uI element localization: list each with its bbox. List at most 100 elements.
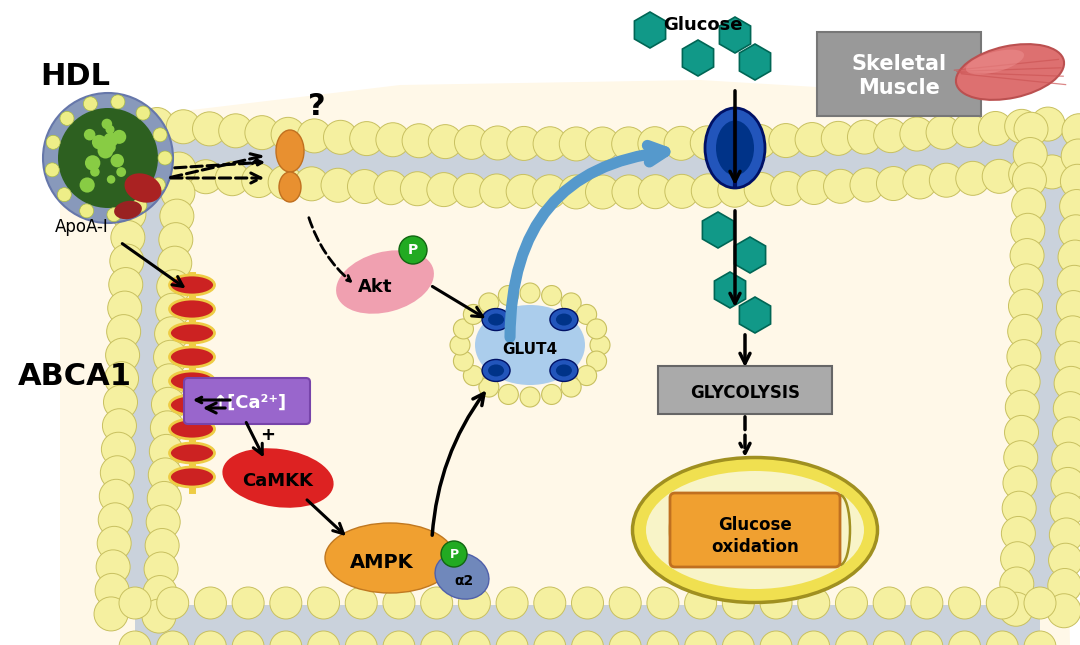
Circle shape [104, 141, 116, 154]
Circle shape [478, 377, 499, 397]
Circle shape [723, 631, 754, 645]
Circle shape [45, 163, 59, 177]
Circle shape [1011, 213, 1044, 247]
Text: Skeletal
Muscle: Skeletal Muscle [851, 54, 946, 99]
Circle shape [1024, 631, 1056, 645]
Circle shape [1000, 542, 1035, 576]
Circle shape [718, 174, 752, 207]
Circle shape [798, 587, 829, 619]
Text: AMPK: AMPK [350, 553, 414, 573]
Ellipse shape [170, 323, 215, 343]
Circle shape [107, 175, 116, 184]
Circle shape [877, 166, 910, 201]
Circle shape [271, 117, 306, 152]
Circle shape [1008, 314, 1042, 348]
FancyBboxPatch shape [670, 493, 840, 567]
Ellipse shape [170, 395, 215, 415]
Text: +: + [260, 426, 275, 444]
Circle shape [664, 126, 698, 161]
Circle shape [112, 197, 146, 231]
Circle shape [348, 170, 381, 204]
Circle shape [110, 244, 144, 278]
Text: Glucose
oxidation: Glucose oxidation [711, 516, 799, 556]
Circle shape [107, 315, 140, 348]
Ellipse shape [705, 108, 765, 188]
Circle shape [665, 174, 699, 208]
Ellipse shape [966, 50, 1024, 74]
Circle shape [910, 587, 943, 619]
Circle shape [102, 432, 135, 466]
Circle shape [441, 541, 467, 567]
Circle shape [590, 335, 610, 355]
Circle shape [1002, 491, 1036, 525]
Circle shape [1010, 239, 1044, 273]
Ellipse shape [716, 121, 754, 175]
Circle shape [1035, 155, 1069, 189]
Circle shape [1051, 468, 1080, 501]
Circle shape [96, 550, 130, 584]
Ellipse shape [170, 371, 215, 391]
Circle shape [821, 121, 855, 155]
Circle shape [270, 587, 301, 619]
Ellipse shape [114, 201, 141, 219]
Circle shape [324, 121, 357, 154]
Ellipse shape [556, 313, 572, 326]
Circle shape [429, 124, 462, 159]
Circle shape [157, 631, 189, 645]
Circle shape [611, 127, 646, 161]
Circle shape [97, 143, 113, 159]
Circle shape [1001, 517, 1036, 550]
Circle shape [723, 587, 754, 619]
Circle shape [104, 133, 118, 148]
Circle shape [1050, 493, 1080, 527]
Circle shape [136, 106, 150, 120]
Circle shape [1048, 568, 1080, 602]
Circle shape [149, 434, 184, 468]
Circle shape [421, 631, 453, 645]
Circle shape [1053, 417, 1080, 451]
Circle shape [463, 366, 484, 386]
Circle shape [153, 341, 188, 374]
Circle shape [760, 587, 792, 619]
Ellipse shape [279, 172, 301, 202]
Circle shape [119, 631, 151, 645]
Circle shape [194, 587, 227, 619]
Circle shape [110, 154, 124, 167]
Circle shape [145, 528, 179, 562]
Text: Glucose: Glucose [663, 16, 743, 34]
Circle shape [270, 631, 301, 645]
Circle shape [1024, 587, 1056, 619]
Circle shape [1052, 442, 1080, 476]
Polygon shape [1018, 129, 1077, 611]
Circle shape [1058, 240, 1080, 274]
Polygon shape [734, 237, 766, 273]
Ellipse shape [646, 471, 864, 589]
Circle shape [638, 126, 672, 161]
Circle shape [1059, 190, 1080, 224]
Circle shape [1012, 163, 1047, 197]
Circle shape [95, 573, 130, 608]
Ellipse shape [170, 299, 215, 319]
Circle shape [158, 246, 192, 280]
Circle shape [1004, 415, 1039, 450]
Circle shape [1058, 215, 1080, 249]
Circle shape [647, 587, 679, 619]
Circle shape [144, 552, 178, 586]
Circle shape [929, 163, 963, 197]
Circle shape [141, 599, 176, 633]
Circle shape [638, 175, 673, 209]
Circle shape [532, 175, 567, 209]
Circle shape [111, 221, 145, 255]
Circle shape [903, 165, 936, 199]
Circle shape [1047, 594, 1080, 628]
Ellipse shape [276, 130, 303, 172]
Circle shape [1055, 341, 1080, 375]
Circle shape [151, 388, 186, 421]
Circle shape [192, 112, 227, 146]
Circle shape [577, 366, 596, 386]
Circle shape [346, 631, 377, 645]
Circle shape [1009, 289, 1042, 323]
Circle shape [83, 97, 97, 111]
Polygon shape [719, 17, 751, 53]
Circle shape [480, 174, 514, 208]
